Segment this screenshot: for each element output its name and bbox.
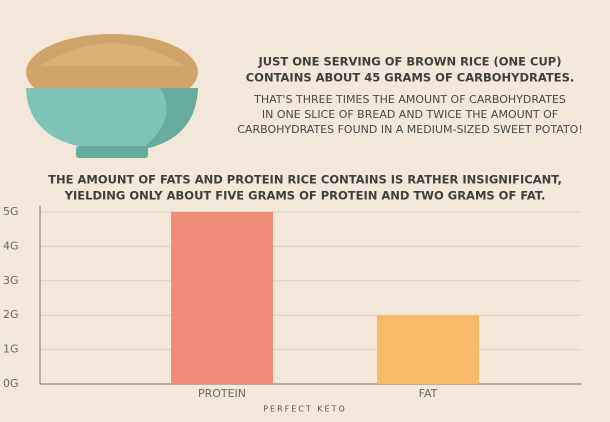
body-text: IN ONE SLICE OF BREAD AND TWICE THE AMOU… [262,108,558,121]
bar [377,315,479,384]
y-tick-label: 1G [3,343,19,356]
bar [171,212,273,384]
y-tick-label: 3G [3,274,19,287]
x-tick-label: FAT [419,387,438,400]
chart-title: THE AMOUNT OF FATS AND PROTEIN RICE CONT… [48,173,562,187]
headline: CONTAINS ABOUT 45 GRAMS OF CARBOHYDRATES… [246,71,575,85]
body-text: CARBOHYDRATES FOUND IN A MEDIUM-SIZED SW… [237,123,583,136]
y-tick-label: 2G [3,308,19,321]
brand: PERFECT KETO [263,405,347,414]
y-tick-label: 5G [3,205,19,218]
headline: JUST ONE SERVING OF BROWN RICE (ONE CUP) [257,55,561,69]
x-tick-label: PROTEIN [198,387,246,400]
chart-title: YIELDING ONLY ABOUT FIVE GRAMS OF PROTEI… [64,189,546,203]
rice-bowl-icon [26,34,198,158]
y-tick-label: 0G [3,377,19,390]
y-tick-label: 4G [3,239,19,252]
body-text: THAT'S THREE TIMES THE AMOUNT OF CARBOHY… [253,93,566,106]
